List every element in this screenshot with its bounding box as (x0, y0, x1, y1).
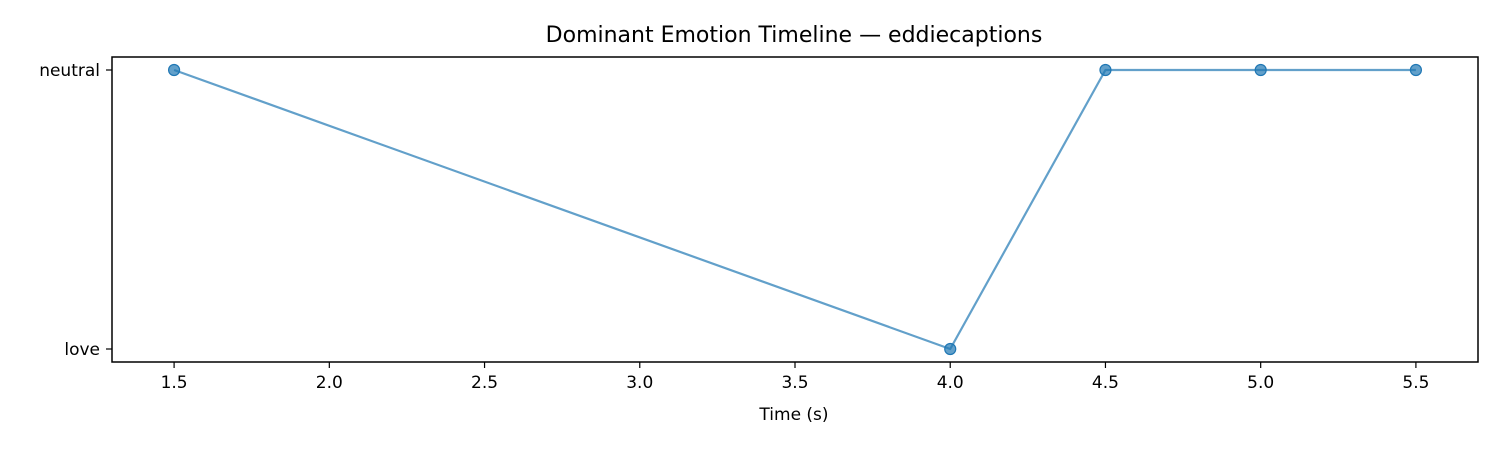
x-tick-label: 4.0 (937, 373, 964, 393)
series-layer (167, 63, 1423, 356)
x-axis: 1.5 2.0 2.5 3.0 3.5 4.0 4.5 5.0 5.5 (161, 362, 1429, 393)
x-tick-label: 5.0 (1247, 373, 1274, 393)
plot-area-frame (111, 56, 1479, 363)
data-point (167, 63, 181, 77)
chart-title: Dominant Emotion Timeline — eddiecaption… (546, 23, 1043, 48)
x-tick-label: 4.5 (1092, 373, 1119, 393)
x-tick-label: 3.5 (781, 373, 808, 393)
x-tick-label: 2.0 (316, 373, 343, 393)
y-tick-label: neutral (39, 61, 100, 81)
data-point (1099, 63, 1112, 77)
x-tick-label: 1.5 (161, 373, 188, 393)
y-tick-label: love (64, 340, 100, 360)
x-tick-label: 2.5 (471, 373, 498, 393)
x-tick-label: 3.0 (626, 373, 653, 393)
y-axis: love neutral (39, 61, 112, 360)
data-point (1254, 63, 1267, 77)
data-point (944, 342, 957, 356)
x-axis-label: Time (s) (758, 405, 828, 425)
series-line (173, 68, 1416, 351)
data-point (1409, 63, 1423, 77)
x-tick-label: 5.5 (1402, 373, 1429, 393)
